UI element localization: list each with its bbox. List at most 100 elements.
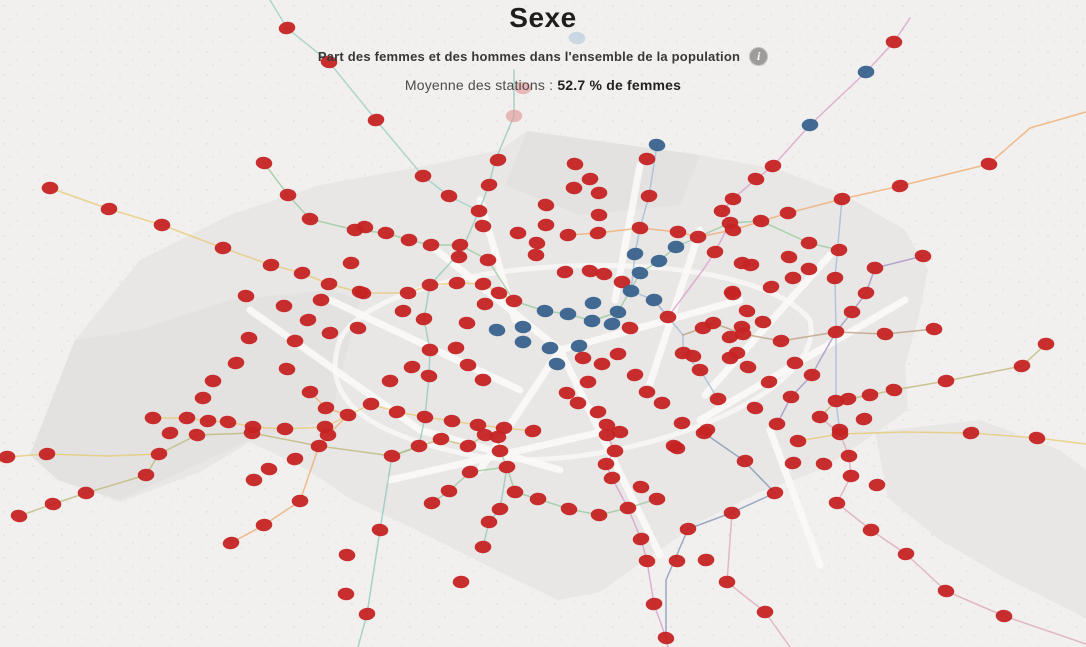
station-dot[interactable]: [811, 410, 829, 424]
station-dot[interactable]: [862, 523, 880, 537]
station-dot[interactable]: [381, 374, 399, 388]
station-dot[interactable]: [762, 280, 780, 295]
station-dot[interactable]: [603, 317, 621, 331]
station-dot[interactable]: [276, 422, 294, 436]
station-dot[interactable]: [739, 360, 757, 374]
station-dot[interactable]: [721, 330, 739, 345]
station-dot[interactable]: [742, 258, 760, 273]
station-dot[interactable]: [476, 297, 494, 311]
station-dot[interactable]: [827, 325, 845, 339]
station-dot[interactable]: [422, 238, 440, 252]
station-dot[interactable]: [640, 189, 658, 203]
station-dot[interactable]: [706, 245, 724, 259]
station-dot[interactable]: [237, 289, 255, 303]
station-dot[interactable]: [736, 454, 754, 468]
station-dot[interactable]: [784, 456, 802, 471]
station-dot[interactable]: [779, 206, 797, 220]
station-dot[interactable]: [38, 447, 56, 461]
station-dot[interactable]: [803, 368, 821, 382]
station-dot[interactable]: [925, 322, 943, 336]
station-dot[interactable]: [593, 357, 611, 371]
station-dot[interactable]: [622, 284, 640, 298]
station-dot[interactable]: [760, 375, 778, 390]
station-dot[interactable]: [161, 426, 179, 440]
station-dot[interactable]: [286, 452, 304, 467]
station-dot[interactable]: [537, 198, 555, 213]
station-dot[interactable]: [780, 250, 798, 264]
station-dot[interactable]: [505, 109, 523, 123]
station-dot[interactable]: [734, 327, 752, 341]
station-dot[interactable]: [885, 35, 903, 49]
station-dot[interactable]: [569, 396, 587, 410]
station-dot[interactable]: [153, 218, 171, 232]
station-dot[interactable]: [459, 358, 477, 372]
station-dot[interactable]: [514, 320, 532, 334]
station-dot[interactable]: [480, 515, 498, 529]
station-dot[interactable]: [255, 156, 273, 171]
station-dot[interactable]: [579, 375, 597, 389]
station-dot[interactable]: [855, 412, 873, 426]
station-dot[interactable]: [861, 388, 879, 402]
station-dot[interactable]: [830, 243, 848, 257]
station-dot[interactable]: [222, 536, 240, 551]
station-dot[interactable]: [447, 341, 465, 355]
station-dot[interactable]: [789, 434, 807, 448]
station-dot[interactable]: [488, 323, 506, 338]
station-dot[interactable]: [995, 609, 1013, 623]
station-dot[interactable]: [356, 220, 374, 235]
station-dot[interactable]: [451, 238, 469, 253]
station-dot[interactable]: [606, 444, 624, 458]
station-dot[interactable]: [338, 548, 356, 562]
station-dot[interactable]: [489, 153, 507, 168]
station-dot[interactable]: [589, 226, 607, 241]
station-dot[interactable]: [489, 430, 507, 444]
info-icon[interactable]: i: [749, 47, 769, 66]
station-dot[interactable]: [632, 480, 650, 494]
station-dot[interactable]: [631, 266, 649, 280]
station-dot[interactable]: [584, 296, 602, 310]
station-dot[interactable]: [358, 607, 376, 621]
station-dot[interactable]: [10, 509, 28, 524]
station-dot[interactable]: [474, 373, 492, 387]
station-dot[interactable]: [443, 414, 461, 428]
station-dot[interactable]: [548, 357, 566, 371]
station-dot[interactable]: [354, 286, 372, 301]
station-dot[interactable]: [450, 250, 468, 264]
station-dot[interactable]: [721, 351, 739, 365]
station-dot[interactable]: [1037, 337, 1055, 351]
station-dot[interactable]: [833, 192, 851, 206]
station-dot[interactable]: [827, 394, 845, 408]
station-dot[interactable]: [962, 426, 980, 440]
station-dot[interactable]: [479, 253, 497, 267]
station-dot[interactable]: [367, 113, 385, 127]
station-dot[interactable]: [631, 221, 649, 235]
station-dot[interactable]: [1013, 359, 1031, 374]
station-dot[interactable]: [868, 478, 886, 492]
station-dot[interactable]: [556, 265, 574, 279]
station-dot[interactable]: [286, 334, 304, 348]
station-dot[interactable]: [342, 256, 360, 270]
station-dot[interactable]: [194, 391, 212, 405]
station-dot[interactable]: [262, 258, 280, 272]
station-dot[interactable]: [570, 339, 588, 354]
station-dot[interactable]: [786, 356, 804, 370]
station-dot[interactable]: [590, 208, 608, 222]
station-dot[interactable]: [474, 219, 492, 233]
station-dot[interactable]: [764, 159, 782, 173]
station-dot[interactable]: [937, 584, 955, 599]
station-dot[interactable]: [665, 439, 683, 453]
station-dot[interactable]: [529, 492, 547, 506]
station-dot[interactable]: [469, 418, 487, 432]
station-dot[interactable]: [800, 236, 818, 250]
station-dot[interactable]: [461, 465, 479, 480]
station-dot[interactable]: [632, 532, 650, 547]
station-dot[interactable]: [100, 202, 118, 216]
station-dot[interactable]: [44, 497, 62, 511]
station-dot[interactable]: [432, 432, 450, 446]
station-dot[interactable]: [595, 267, 613, 281]
station-dot[interactable]: [590, 508, 608, 522]
station-dot[interactable]: [723, 506, 741, 520]
station-dot[interactable]: [756, 605, 774, 619]
station-dot[interactable]: [528, 236, 546, 251]
station-dot[interactable]: [506, 485, 524, 499]
